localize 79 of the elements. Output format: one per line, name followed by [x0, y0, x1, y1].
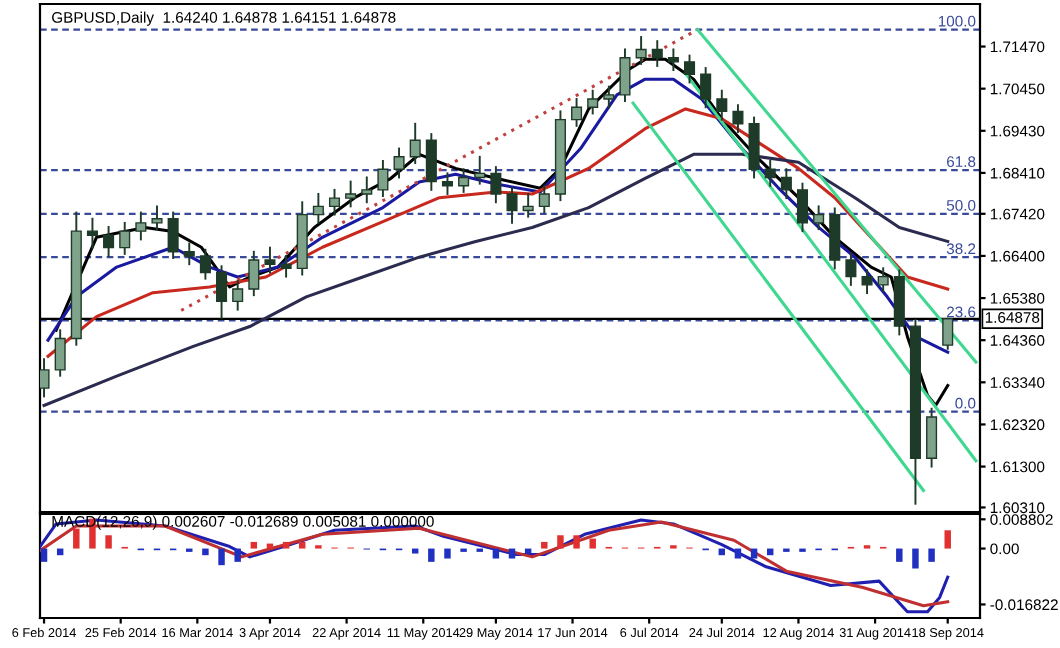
- candlestick: [538, 184, 550, 214]
- bar: [750, 548, 758, 559]
- candlestick: [248, 250, 260, 297]
- candlestick: [764, 159, 776, 187]
- bar: [492, 548, 500, 559]
- candlestick: [328, 188, 341, 216]
- candlestick: [716, 89, 728, 121]
- candlestick: [861, 269, 873, 295]
- bar: [250, 541, 258, 549]
- candlestick: [490, 166, 502, 204]
- candlestick: [587, 89, 599, 115]
- candlestick: [571, 98, 583, 127]
- bar: [734, 548, 742, 559]
- candlestick: [748, 116, 760, 179]
- line-series: [42, 152, 950, 407]
- bar: [73, 528, 80, 549]
- candlestick: [700, 67, 712, 109]
- bar: [573, 535, 580, 549]
- candlestick: [845, 252, 857, 286]
- candlestick: [54, 329, 66, 377]
- candlestick: [474, 155, 486, 185]
- candlestick: [813, 205, 825, 231]
- candlestick: [135, 211, 147, 241]
- candlestick: [667, 48, 679, 72]
- bar: [896, 548, 903, 562]
- candlestick: [40, 358, 50, 398]
- candlestick: [522, 193, 534, 218]
- candlestick: [603, 85, 615, 109]
- bar: [411, 548, 419, 554]
- candlestick: [377, 159, 389, 198]
- bar: [218, 548, 225, 566]
- candlestick: [409, 122, 421, 164]
- candlestick: [312, 193, 324, 224]
- bar: [557, 535, 564, 549]
- candlestick: [216, 265, 228, 319]
- candlestick: [86, 217, 98, 249]
- bar: [282, 541, 290, 549]
- candlestick: [619, 48, 631, 103]
- candlestick: [651, 40, 663, 67]
- bar: [508, 548, 516, 559]
- candlestick: [264, 246, 276, 274]
- bar: [40, 548, 48, 562]
- candlestick: [683, 54, 696, 84]
- candlestick: [119, 221, 131, 255]
- candlestick: [103, 226, 115, 257]
- candlestick: [345, 180, 357, 208]
- bar: [105, 535, 112, 549]
- candlestick: [361, 176, 373, 204]
- candlestick: [926, 407, 938, 468]
- candlestick: [425, 133, 437, 191]
- candlestick: [199, 248, 211, 280]
- bar: [589, 538, 596, 549]
- bar: [234, 548, 241, 562]
- candlestick: [732, 104, 744, 133]
- candlestick: [183, 242, 195, 266]
- candlestick: [458, 168, 470, 193]
- bar: [266, 543, 274, 549]
- bar: [928, 548, 935, 562]
- bar: [428, 548, 435, 562]
- candlestick: [780, 168, 792, 200]
- candlestick: [506, 186, 518, 224]
- candlestick: [635, 36, 647, 65]
- candlestick: [796, 182, 809, 233]
- bar: [444, 548, 451, 559]
- candlestick: [877, 267, 889, 293]
- candlestick: [393, 147, 405, 179]
- bar: [202, 548, 209, 556]
- bar: [944, 530, 951, 549]
- candlestick: [280, 254, 292, 278]
- candlestick: [151, 205, 163, 231]
- candlestick: [942, 317, 954, 350]
- bar: [524, 548, 532, 554]
- bar: [541, 541, 548, 549]
- candlestick: [167, 211, 179, 259]
- bar: [299, 541, 306, 549]
- bar: [912, 548, 919, 569]
- candlestick: [829, 207, 841, 270]
- candlestick: [232, 279, 244, 311]
- candlestick: [441, 172, 454, 195]
